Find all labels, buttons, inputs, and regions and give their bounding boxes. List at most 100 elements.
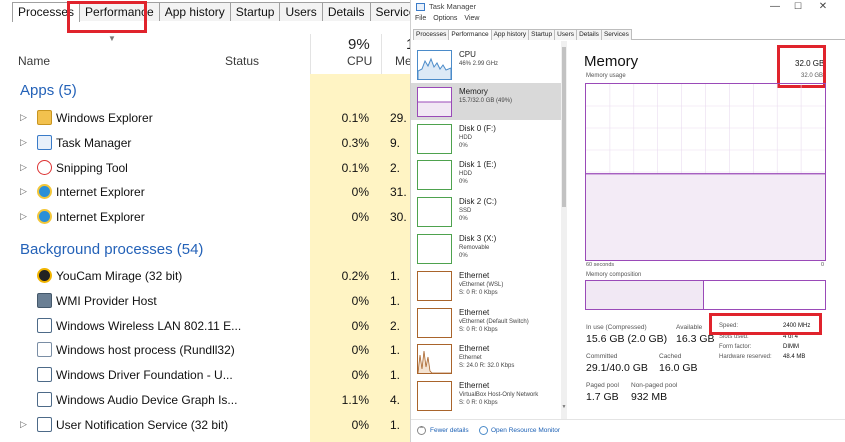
process-row[interactable]: ▷ Windows Explorer 0.1% 29. (0, 106, 410, 130)
resource-monitor-icon[interactable] (479, 426, 488, 435)
minimize-button[interactable]: — (770, 1, 780, 12)
chevron-up-icon[interactable]: ⌃ (417, 426, 426, 435)
process-cpu: 0.1% (341, 160, 369, 175)
tab-details[interactable]: Details (576, 29, 602, 40)
sort-chevron-icon[interactable]: ▼ (108, 34, 116, 43)
fewer-details-link[interactable]: Fewer details (430, 427, 469, 434)
expand-chevron-icon[interactable]: ▷ (20, 112, 27, 122)
tab-app-history[interactable]: App history (158, 2, 231, 21)
device-item[interactable]: Disk 3 (X:) Removable 0% (411, 230, 561, 267)
column-header-cpu[interactable]: CPU (347, 54, 373, 68)
process-row[interactable]: Windows host process (Rundll32) 0% 1. (0, 338, 410, 362)
close-button[interactable]: ✕ (818, 1, 828, 12)
expand-chevron-icon[interactable]: ▷ (20, 418, 27, 429)
device-title: Disk 2 (C:) (459, 197, 497, 207)
device-thumbnail (417, 381, 452, 412)
tab-users[interactable]: Users (279, 2, 323, 21)
folder-icon (37, 110, 52, 125)
device-value: 0% (459, 216, 468, 223)
tab-startup[interactable]: Startup (528, 29, 556, 40)
wmi-icon (37, 292, 52, 308)
device-title: Disk 0 (F:) (459, 123, 496, 133)
expand-chevron-icon[interactable]: ▷ (20, 186, 27, 197)
tab-services[interactable]: Services (369, 2, 410, 21)
device-item[interactable]: CPU 46% 2.99 GHz (411, 46, 561, 83)
column-divider[interactable] (381, 34, 382, 74)
process-row[interactable]: Windows Driver Foundation - U... 0% 1. (0, 363, 410, 387)
device-value: S: 0 R: 0 Kbps (459, 289, 498, 296)
device-item[interactable]: Ethernet vEthernet (Default Switch) S: 0 R… (411, 304, 561, 341)
device-item[interactable]: Disk 2 (C:) SSD 0% (411, 193, 561, 230)
device-list-scrollbar[interactable] (561, 41, 567, 419)
tab-users[interactable]: Users (554, 29, 578, 40)
process-row[interactable]: WMI Provider Host 0% 1. (0, 289, 410, 313)
process-name: User Notification Service (32 bit) (56, 417, 229, 432)
process-row[interactable]: ▷ User Notification Service (32 bit) 0% 1. (0, 413, 410, 437)
menu-options[interactable]: Options (433, 15, 458, 22)
paged-pool-value: 1.7 GB (586, 391, 619, 403)
form-factor-value: DIMM (783, 344, 799, 350)
process-row[interactable]: ▷ Task Manager 0.3% 9. (0, 131, 410, 155)
process-memory: 31. (390, 185, 407, 200)
menu-file[interactable]: File (415, 15, 427, 22)
device-subtitle: 46% 2.99 GHz (459, 61, 499, 67)
device-item[interactable]: Memory 15.7/32.0 GB (49%) (411, 82, 561, 120)
tab-startup[interactable]: Startup (229, 2, 281, 21)
scroll-down-icon[interactable]: ▼ (561, 404, 567, 410)
process-cpu: 0% (351, 185, 369, 200)
scrollbar-thumb[interactable] (562, 47, 566, 207)
tab-processes[interactable]: Processes (12, 2, 81, 22)
device-item[interactable]: Ethernet VirtualBox Host-Only Network S: 0… (411, 377, 561, 414)
maximize-button[interactable]: ☐ (793, 1, 803, 11)
process-name: Windows Driver Foundation - U... (56, 368, 233, 383)
tab-services[interactable]: Services (600, 29, 632, 40)
menu-bar: File Options View (415, 15, 479, 27)
device-title: Disk 1 (E:) (459, 160, 497, 170)
process-row[interactable]: Windows Wireless LAN 802.11 E... 0% 2. (0, 314, 410, 338)
column-header-name[interactable]: Name (18, 54, 51, 68)
service-window-icon (37, 367, 52, 383)
tab-app-history[interactable]: App history (490, 29, 530, 40)
device-item[interactable]: Disk 0 (F:) HDD 0% (411, 120, 561, 157)
process-row[interactable]: ▷ Snipping Tool 0.1% 2. (0, 156, 410, 180)
column-divider[interactable] (310, 34, 311, 74)
process-row[interactable]: YouCam Mirage (32 bit) 0.2% 1. (0, 264, 410, 288)
tab-performance[interactable]: Performance (448, 29, 492, 40)
process-cpu: 1.1% (341, 393, 369, 407)
expand-chevron-icon[interactable]: ▷ (20, 161, 27, 172)
device-title: Ethernet (459, 270, 490, 280)
process-row[interactable]: ▷ Internet Explorer 0% 30. (0, 205, 410, 229)
performance-device-list: CPU 46% 2.99 GHz Memory 15.7/32.0 GB (49%) D… (411, 41, 567, 419)
device-thumbnail (417, 123, 452, 154)
column-header-status[interactable]: Status (225, 54, 260, 68)
open-resource-monitor-link[interactable]: Open Resource Monitor (491, 427, 561, 434)
menu-view[interactable]: View (464, 15, 480, 22)
service-window-icon (37, 317, 52, 333)
device-item[interactable]: Disk 1 (E:) HDD 0% (411, 156, 561, 193)
section-background-processes: Background processes (54) (20, 241, 204, 258)
cpu-cell: 0% (310, 205, 381, 229)
speed-label: Speed: (719, 323, 739, 329)
column-header-memory[interactable]: Me (395, 54, 410, 68)
process-memory: 29. (390, 111, 407, 125)
process-table-header: Name Status 9% CPU 1 Me (0, 34, 410, 72)
process-name: WMI Provider Host (56, 293, 157, 308)
process-cpu: 0% (351, 343, 369, 358)
speed-value: 2400 MHz (783, 323, 811, 329)
cpu-cell: 0% (310, 338, 381, 362)
process-name: Windows Explorer (56, 111, 153, 125)
process-row[interactable]: Windows Audio Device Graph Is... 1.1% 4. (0, 388, 410, 412)
expand-chevron-icon[interactable]: ▷ (20, 136, 27, 147)
process-cpu: 0% (351, 417, 369, 432)
device-item[interactable]: Ethernet Ethernet S: 24.0 R: 32.0 Kbps (411, 340, 561, 377)
device-item[interactable]: Ethernet vEthernet (WSL) S: 0 R: 0 Kbps (411, 267, 561, 304)
device-thumbnail (417, 160, 452, 191)
expand-chevron-icon[interactable]: ▷ (20, 211, 27, 222)
in-use-label: In use (Compressed) (586, 324, 647, 331)
tab-processes[interactable]: Processes (413, 29, 450, 40)
service-window-icon (37, 392, 52, 407)
device-title: Ethernet (459, 381, 490, 391)
tab-details[interactable]: Details (321, 2, 371, 21)
process-row[interactable]: ▷ Internet Explorer 0% 31. (0, 180, 410, 204)
process-cpu: 0.1% (341, 111, 369, 125)
